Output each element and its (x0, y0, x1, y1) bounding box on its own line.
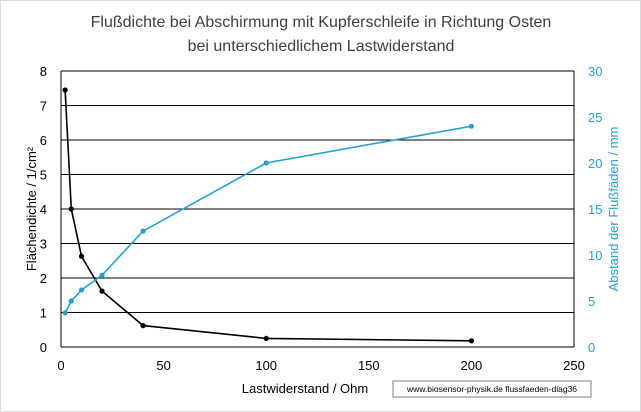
left-tick-label: 5 (40, 168, 47, 183)
data-point-right (99, 272, 105, 278)
data-point-left (62, 87, 68, 93)
left-tick-label: 0 (40, 340, 47, 355)
x-tick-labels: 0 50 100 150 200 250 (57, 358, 584, 373)
right-tick-labels: 0 5 10 15 20 25 30 (588, 64, 602, 355)
right-tick-label: 0 (588, 340, 595, 355)
series-layer (62, 87, 474, 344)
series-line-right (64, 125, 472, 314)
data-point-right (140, 228, 146, 234)
left-tick-label: 6 (40, 133, 47, 148)
right-tick-label: 25 (588, 110, 602, 125)
x-tick-label: 250 (563, 358, 585, 373)
series-line-left (64, 89, 472, 342)
x-tick-label: 200 (461, 358, 483, 373)
x-tick-label: 100 (255, 358, 277, 373)
right-tick-label: 20 (588, 156, 602, 171)
data-point-left (468, 338, 474, 344)
data-point-right (78, 287, 85, 293)
left-tick-label: 7 (40, 99, 47, 114)
right-tick-label: 30 (588, 64, 602, 79)
chart-subtitle: bei unterschiedlichem Lastwiderstand (188, 38, 455, 55)
data-point-right (62, 310, 68, 316)
left-tick-label: 3 (40, 237, 47, 252)
data-point-left (78, 253, 85, 259)
right-tick-label: 15 (588, 202, 602, 217)
left-tick-label: 4 (40, 202, 47, 217)
chart-title: Flußdichte bei Abschirmung mit Kupfersch… (91, 14, 552, 31)
data-point-left (263, 335, 269, 341)
source-note-box (392, 380, 592, 398)
data-point-right (263, 160, 269, 166)
left-axis-title: Flächendichte / 1/cm² (24, 146, 39, 271)
x-tick-label: 0 (57, 358, 64, 373)
x-axis-title: Lastwiderstand / Ohm (242, 381, 368, 396)
x-tick-label: 150 (358, 358, 380, 373)
gridlines (61, 70, 574, 313)
source-note: www.biosensor-physik.de flussfaeden-diag… (406, 384, 577, 394)
x-tick-label: 50 (156, 358, 170, 373)
left-tick-label: 1 (40, 306, 47, 321)
data-point-right (68, 298, 74, 304)
data-point-left (68, 206, 74, 212)
right-tick-label: 5 (588, 294, 595, 309)
left-tick-label: 2 (40, 271, 47, 286)
data-point-left (140, 323, 146, 329)
axes (60, 71, 575, 348)
data-point-right (468, 123, 474, 129)
right-tick-label: 10 (588, 248, 602, 263)
data-point-left (99, 288, 105, 294)
left-tick-labels: 0 1 2 3 4 5 6 7 8 (40, 64, 47, 355)
right-axis-title: Abstand der Flußfäden / mm (606, 127, 621, 292)
left-tick-label: 8 (40, 64, 47, 79)
